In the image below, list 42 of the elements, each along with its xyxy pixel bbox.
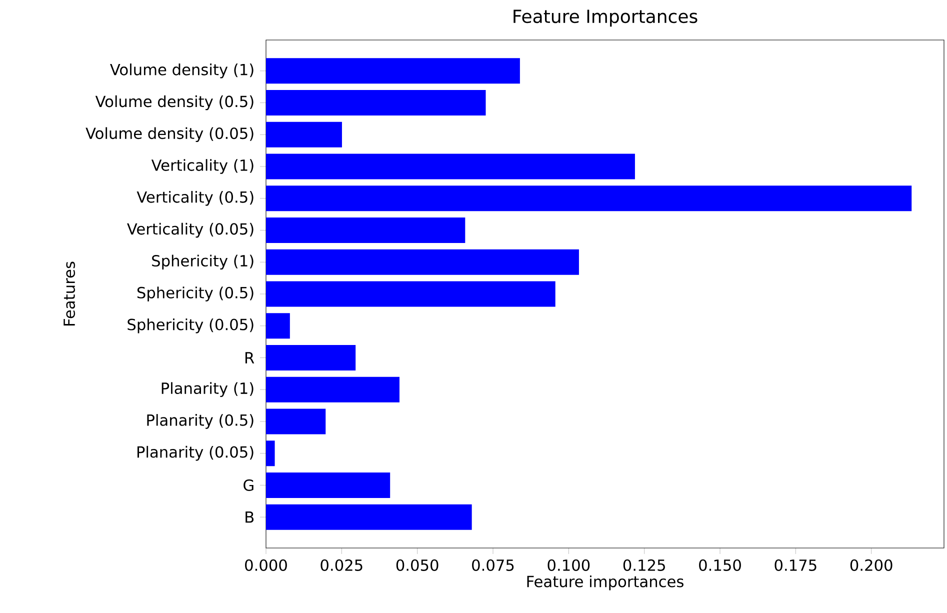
- chart-title: Feature Importances: [514, 10, 698, 27]
- x-tick-label: 0.150: [699, 559, 741, 571]
- x-tick-label: 0.100: [548, 559, 590, 571]
- x-tick-label: 0.200: [850, 559, 892, 571]
- bar: [266, 281, 556, 307]
- y-tick-label: Volume density (0.05): [86, 127, 254, 142]
- x-tick-label: 0.025: [320, 559, 362, 571]
- y-axis-title: Features: [64, 262, 76, 326]
- y-tick-label: Planarity (0.5): [147, 414, 254, 429]
- y-tick-label: B: [246, 511, 254, 523]
- bar: [266, 58, 520, 84]
- bar: [266, 408, 326, 434]
- bar: [266, 186, 912, 212]
- x-tick-label: 0.000: [245, 559, 287, 571]
- y-tick-label: Planarity (0.05): [137, 446, 254, 461]
- bar: [266, 440, 275, 466]
- bar: [266, 472, 390, 498]
- y-tick-label: Volume density (1): [110, 63, 254, 78]
- bar: [266, 122, 342, 148]
- x-tick-label: 0.125: [623, 559, 665, 571]
- bar: [266, 154, 635, 180]
- bar: [266, 504, 472, 530]
- y-tick-label: G: [244, 479, 254, 491]
- x-axis-title: Feature importances: [527, 575, 684, 590]
- bar: [266, 313, 290, 339]
- bar: [266, 218, 466, 243]
- x-tick-label: 0.175: [774, 559, 816, 571]
- bar: [266, 249, 579, 275]
- y-tick-label: Sphericity (0.05): [128, 318, 254, 334]
- x-tick-label: 0.050: [396, 559, 438, 571]
- y-tick-label: Verticality (1): [151, 159, 254, 174]
- bar: [266, 344, 356, 370]
- y-tick-label: Sphericity (0.5): [137, 286, 254, 302]
- bar: [266, 90, 486, 116]
- y-tick-label: R: [245, 352, 254, 364]
- bar: [266, 376, 400, 402]
- y-tick-label: Volume density (0.5): [95, 95, 254, 110]
- x-tick-label: 0.075: [472, 559, 514, 571]
- y-tick-label: Sphericity (1): [152, 254, 254, 270]
- y-tick-label: Planarity (1): [162, 382, 254, 398]
- y-tick-label: Verticality (0.5): [136, 190, 254, 206]
- y-tick-label: Verticality (0.05): [127, 222, 254, 238]
